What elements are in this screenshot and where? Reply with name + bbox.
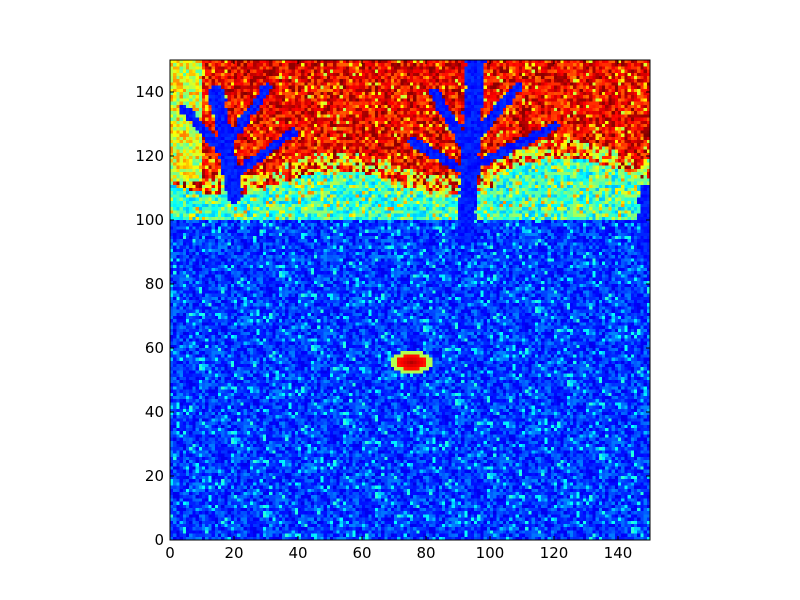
heatmap-image-container bbox=[170, 60, 650, 540]
x-tick-label: 60 bbox=[352, 544, 371, 562]
x-tick-label: 80 bbox=[416, 544, 435, 562]
x-tick-label: 140 bbox=[604, 544, 633, 562]
y-tick-label: 20 bbox=[145, 467, 164, 485]
heatmap-image bbox=[170, 60, 650, 540]
x-tick-label: 0 bbox=[165, 544, 175, 562]
y-tick-label: 120 bbox=[135, 147, 164, 165]
y-tick-label: 100 bbox=[135, 211, 164, 229]
y-tick-label: 60 bbox=[145, 339, 164, 357]
y-tick-label: 40 bbox=[145, 403, 164, 421]
y-tick-label: 140 bbox=[135, 83, 164, 101]
x-tick-label: 20 bbox=[224, 544, 243, 562]
x-tick-label: 100 bbox=[476, 544, 505, 562]
x-tick-label: 120 bbox=[540, 544, 569, 562]
y-tick-label: 80 bbox=[145, 275, 164, 293]
plot-frame bbox=[169, 59, 651, 541]
ticks-layer: 0 20 40 60 80 100 120 140 0 20 40 60 80 100 120 140 bbox=[135, 60, 650, 562]
y-tick-label: 0 bbox=[154, 531, 164, 549]
x-tick-label: 40 bbox=[288, 544, 307, 562]
